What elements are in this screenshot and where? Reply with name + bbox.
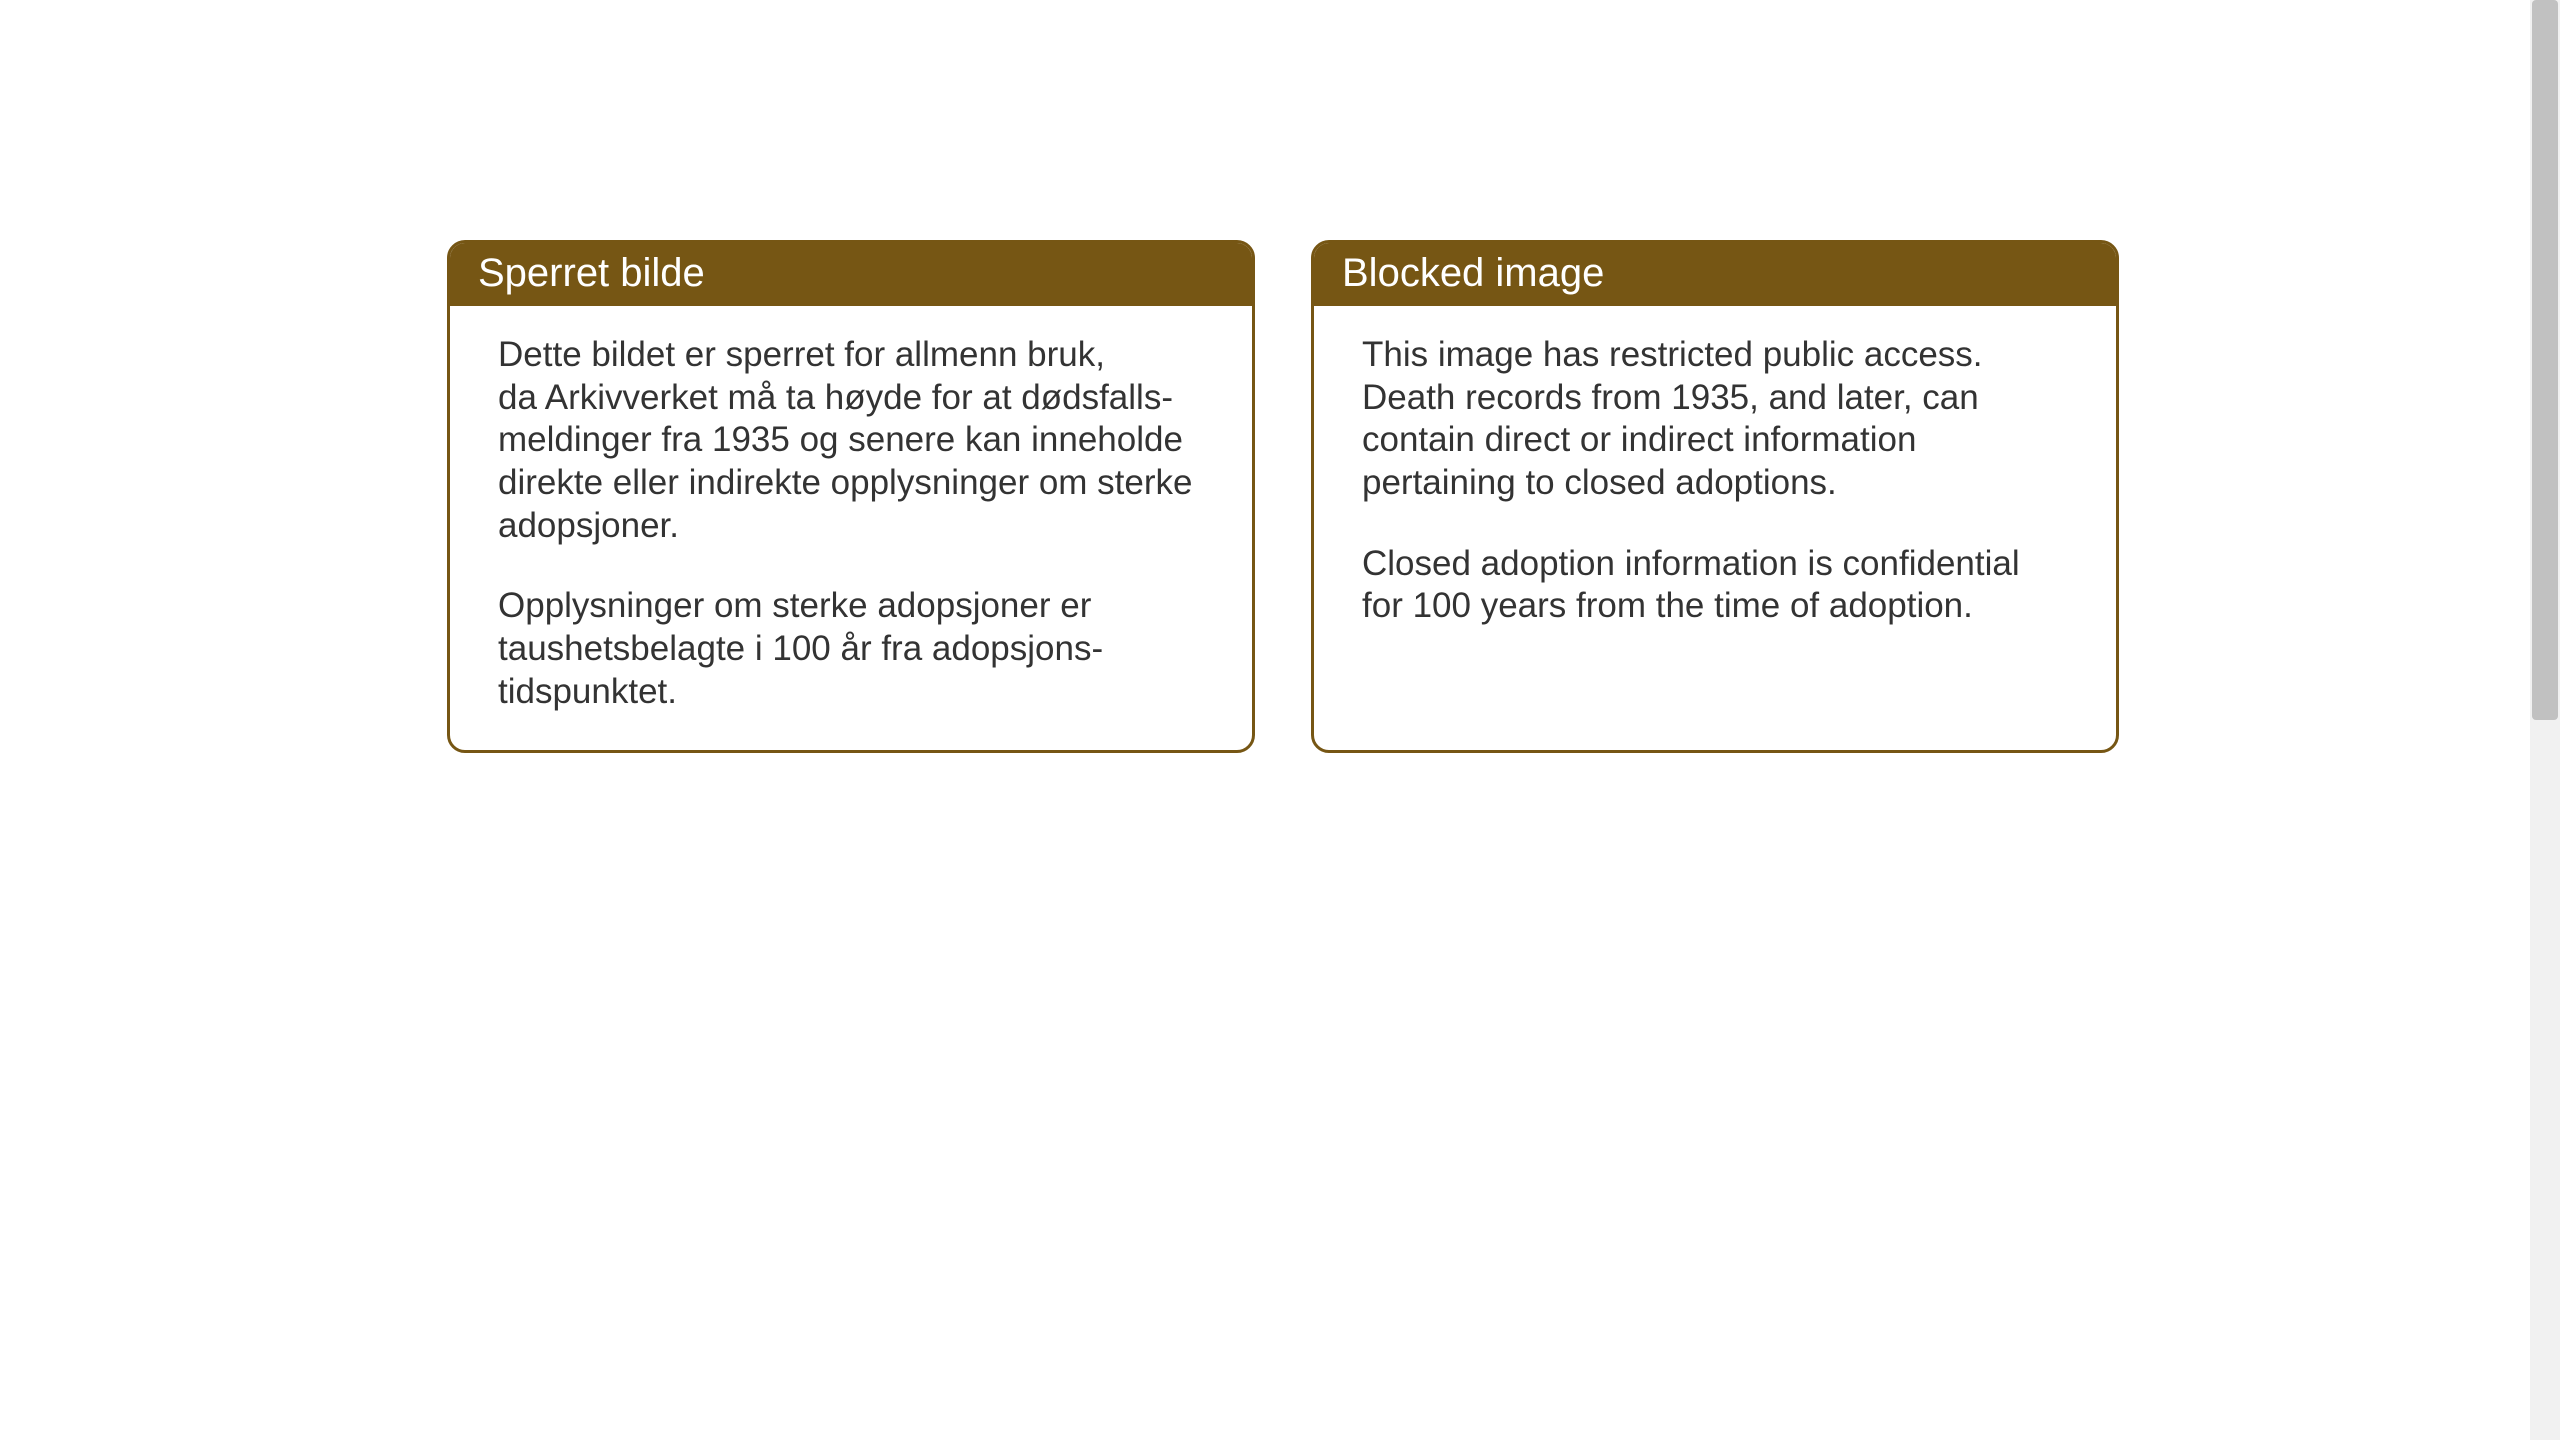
card-paragraph2-english: Closed adoption information is confident…	[1362, 543, 2068, 628]
card-paragraph1-english: This image has restricted public access.…	[1362, 334, 2068, 505]
card-paragraph1-norwegian: Dette bildet er sperret for allmenn bruk…	[498, 334, 1204, 547]
card-header-english: Blocked image	[1314, 243, 2116, 306]
scrollbar-track[interactable]	[2530, 0, 2560, 1440]
card-body-norwegian: Dette bildet er sperret for allmenn bruk…	[450, 306, 1252, 750]
card-norwegian: Sperret bilde Dette bildet er sperret fo…	[447, 240, 1255, 753]
scrollbar-thumb[interactable]	[2532, 0, 2558, 720]
card-body-english: This image has restricted public access.…	[1314, 306, 2116, 664]
card-header-norwegian: Sperret bilde	[450, 243, 1252, 306]
card-paragraph2-norwegian: Opplysninger om sterke adopsjoner er tau…	[498, 585, 1204, 713]
cards-container: Sperret bilde Dette bildet er sperret fo…	[447, 240, 2119, 753]
card-english: Blocked image This image has restricted …	[1311, 240, 2119, 753]
card-title-norwegian: Sperret bilde	[478, 251, 705, 295]
card-title-english: Blocked image	[1342, 251, 1604, 295]
